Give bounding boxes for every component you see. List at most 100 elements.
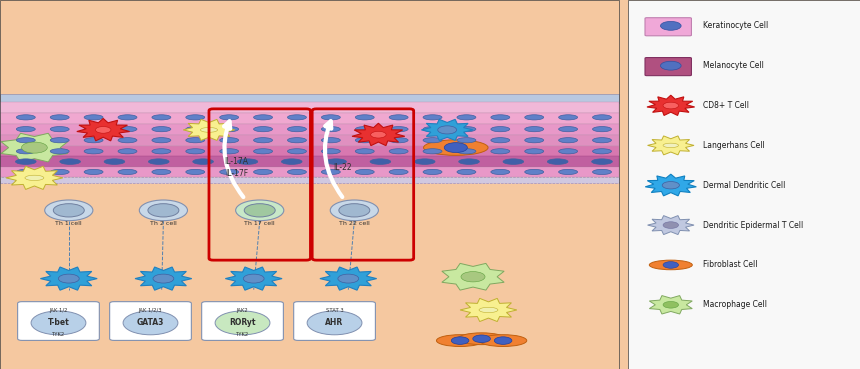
Ellipse shape [118,149,137,154]
Ellipse shape [200,128,218,132]
Polygon shape [647,95,695,115]
Ellipse shape [491,169,510,175]
Ellipse shape [50,149,69,154]
Ellipse shape [458,159,479,165]
Circle shape [139,200,187,221]
Ellipse shape [186,138,205,143]
Circle shape [22,142,47,153]
Ellipse shape [491,149,510,154]
Ellipse shape [84,127,103,132]
Ellipse shape [663,143,679,148]
Ellipse shape [559,149,578,154]
Ellipse shape [152,149,171,154]
Ellipse shape [423,140,488,155]
Circle shape [663,102,679,109]
Ellipse shape [16,138,35,143]
Circle shape [236,200,284,221]
Ellipse shape [491,127,510,132]
Ellipse shape [254,169,273,175]
Bar [0,156,619,167]
Ellipse shape [186,127,205,132]
Circle shape [663,222,679,228]
Ellipse shape [457,138,476,143]
Ellipse shape [458,333,506,345]
Text: STAT 3: STAT 3 [326,308,343,313]
Ellipse shape [355,115,374,120]
Polygon shape [649,296,692,314]
Text: TYK2: TYK2 [52,332,65,337]
Ellipse shape [322,149,341,154]
Bar [0,146,619,157]
Text: Langerhans Cell: Langerhans Cell [703,141,765,150]
Ellipse shape [16,127,35,132]
Circle shape [45,200,93,221]
Circle shape [660,61,681,70]
Circle shape [445,143,467,152]
Ellipse shape [152,138,171,143]
Ellipse shape [457,149,476,154]
Ellipse shape [25,175,44,180]
Text: Th 22 cell: Th 22 cell [339,221,370,226]
Ellipse shape [437,335,483,346]
Ellipse shape [592,159,612,165]
Ellipse shape [287,169,306,175]
Ellipse shape [254,127,273,132]
Text: Th 2 cell: Th 2 cell [150,221,177,226]
Ellipse shape [480,335,527,346]
FancyBboxPatch shape [645,58,691,76]
Ellipse shape [390,138,408,143]
Circle shape [371,131,386,138]
Text: TYK2: TYK2 [236,332,249,337]
Bar [0,94,619,103]
Circle shape [473,335,490,342]
Ellipse shape [215,311,270,335]
Polygon shape [352,123,405,146]
Ellipse shape [15,159,36,165]
Ellipse shape [559,115,578,120]
Polygon shape [225,267,282,290]
Ellipse shape [219,115,238,120]
Circle shape [338,274,359,283]
Ellipse shape [219,149,238,154]
Text: CD8+ T Cell: CD8+ T Cell [703,101,749,110]
Polygon shape [6,166,63,189]
Ellipse shape [390,127,408,132]
Ellipse shape [50,169,69,175]
Ellipse shape [104,159,125,165]
Polygon shape [648,136,694,155]
Circle shape [663,262,679,268]
Ellipse shape [307,311,362,335]
Ellipse shape [84,115,103,120]
Ellipse shape [186,169,205,175]
Ellipse shape [254,149,273,154]
Polygon shape [40,267,97,290]
Polygon shape [320,267,377,290]
Ellipse shape [152,127,171,132]
Ellipse shape [287,115,306,120]
Text: T-bet: T-bet [47,318,70,327]
Ellipse shape [390,169,408,175]
Ellipse shape [322,169,341,175]
Circle shape [58,274,79,283]
Text: GATA3: GATA3 [137,318,164,327]
Ellipse shape [254,115,273,120]
Ellipse shape [287,138,306,143]
FancyBboxPatch shape [645,18,691,36]
Polygon shape [1,133,68,162]
Ellipse shape [237,159,258,165]
Ellipse shape [559,138,578,143]
Ellipse shape [16,149,35,154]
Ellipse shape [525,169,544,175]
Ellipse shape [525,115,544,120]
Ellipse shape [84,149,103,154]
Circle shape [243,274,264,283]
Ellipse shape [525,127,544,132]
Ellipse shape [84,169,103,175]
Ellipse shape [16,115,35,120]
Ellipse shape [390,149,408,154]
Bar [0,102,619,113]
Ellipse shape [118,115,137,120]
Ellipse shape [219,169,238,175]
Text: AHR: AHR [325,318,344,327]
Bar [628,0,860,369]
